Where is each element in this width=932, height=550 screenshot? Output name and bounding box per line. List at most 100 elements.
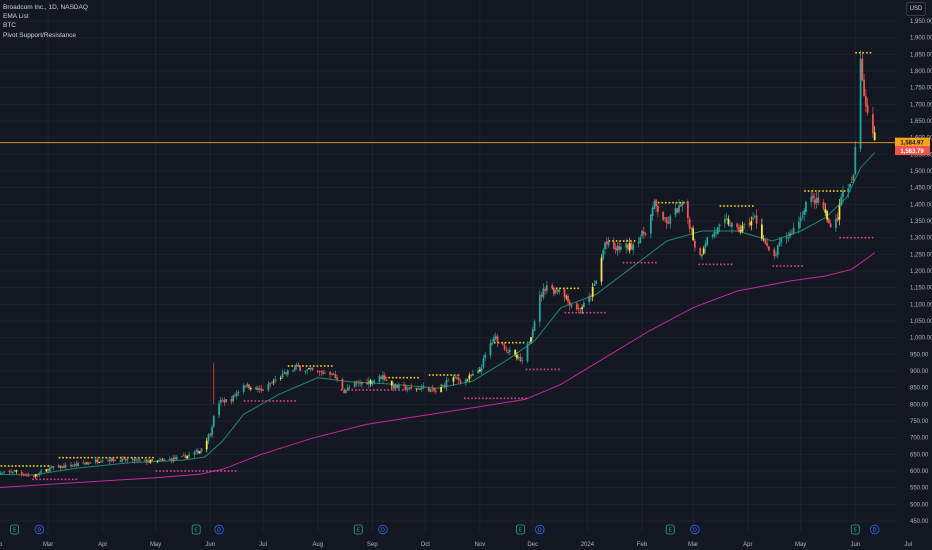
dividend-icon xyxy=(214,524,224,535)
candle-body xyxy=(101,460,104,462)
price-tick-label: 1,450.00 xyxy=(910,186,932,192)
candle-body xyxy=(186,455,189,459)
earnings-event-marker[interactable]: E xyxy=(10,524,20,535)
pivot-level-dot xyxy=(608,240,611,242)
pivot-level-dot xyxy=(861,236,863,239)
candle-body xyxy=(531,329,534,338)
pivot-level-dot xyxy=(439,374,442,376)
pivot-level-dot xyxy=(593,311,595,314)
earnings-event-marker[interactable]: E xyxy=(353,524,363,535)
pivot-level-dot xyxy=(130,456,133,459)
pivot-level-dot xyxy=(772,265,775,267)
dividend-event-marker[interactable]: D xyxy=(690,524,700,535)
dividend-event-marker[interactable]: D xyxy=(34,524,44,535)
pivot-level-dot xyxy=(276,400,278,402)
pivot-level-dot xyxy=(101,456,104,459)
pivot-level-dot xyxy=(362,389,364,391)
candle-body xyxy=(701,254,703,257)
pivot-level-dot xyxy=(376,389,379,391)
candle-body xyxy=(75,463,78,466)
pivot-level-dot xyxy=(510,397,513,400)
candle-body xyxy=(267,383,270,390)
candle-body xyxy=(570,304,573,307)
pivot-level-dot xyxy=(471,397,473,400)
candle-body xyxy=(297,365,300,367)
pivot-level-dot xyxy=(858,51,861,54)
candle-body xyxy=(223,399,226,403)
symbol-title[interactable]: Broadcom Inc., 1D, NASDAQ xyxy=(3,4,88,11)
dividend-event-marker[interactable]: D xyxy=(378,524,388,535)
candle-body xyxy=(667,222,670,224)
candle-body xyxy=(516,354,518,359)
pivot-level-dot xyxy=(698,263,701,266)
pivot-level-dot xyxy=(832,190,835,192)
pivot-level-dot xyxy=(804,190,806,192)
candle-body xyxy=(174,457,176,460)
pivot-level-dot xyxy=(413,376,416,379)
candle-body xyxy=(329,372,331,375)
candle-body xyxy=(517,357,520,358)
pivot-level-dot xyxy=(558,368,560,371)
pivot-level-dot xyxy=(287,365,290,367)
pivot-level-dot xyxy=(575,311,577,314)
pivot-level-dot xyxy=(355,389,357,391)
pivot-level-dot xyxy=(323,365,326,367)
candle-body xyxy=(711,235,714,237)
pivot-level-dot xyxy=(373,389,375,391)
candle-body xyxy=(718,224,721,227)
candle-body xyxy=(558,289,561,292)
candle-body xyxy=(514,349,517,355)
candle-body xyxy=(642,231,645,234)
candle-body xyxy=(655,199,658,207)
dividend-event-marker[interactable]: D xyxy=(214,524,224,535)
pivot-level-dot xyxy=(619,240,621,242)
indicator-pivot-support-resistance[interactable]: Pivot Support/Resistance xyxy=(3,31,76,39)
pivot-level-dot xyxy=(564,311,567,314)
price-axis[interactable]: 450.00 500.00 550.00 600.00 650.00 700.00 750.… xyxy=(898,0,932,550)
currency-button[interactable]: USD xyxy=(906,2,926,16)
candle-body xyxy=(10,471,12,473)
pivot-level-dot xyxy=(573,287,576,290)
earnings-event-marker[interactable]: E xyxy=(516,524,525,535)
pivot-level-dot xyxy=(568,311,570,314)
candle-body xyxy=(40,471,42,473)
candle-body xyxy=(269,383,272,385)
dividend-event-marker[interactable]: D xyxy=(869,524,880,535)
candle-body xyxy=(824,209,827,213)
pivot-level-dot xyxy=(127,456,129,459)
pivot-level-dot xyxy=(305,365,308,367)
candle-body xyxy=(256,387,259,390)
indicator-ema-list[interactable]: EMA List xyxy=(3,13,29,21)
candle-body xyxy=(801,215,804,217)
candle-body xyxy=(456,377,458,379)
pivot-level-dot xyxy=(18,465,21,467)
chart-legend[interactable]: Broadcom Inc., 1D, NASDAQ EMA List BTC P… xyxy=(3,3,88,40)
dividend-event-marker[interactable]: D xyxy=(535,524,545,535)
candle-body xyxy=(195,450,198,452)
indicator-btc[interactable]: BTC xyxy=(3,22,16,30)
price-tick-label: 450.00 xyxy=(910,519,929,525)
candle-body xyxy=(107,459,109,461)
moving-average-line xyxy=(0,252,875,489)
pivot-level-dot xyxy=(550,368,553,371)
earnings-event-marker[interactable]: E xyxy=(665,524,675,535)
candle-body xyxy=(353,382,356,387)
candle-body xyxy=(854,146,857,175)
candle-body xyxy=(144,459,146,461)
time-tick-label: May xyxy=(795,542,806,548)
earnings-event-marker[interactable]: E xyxy=(191,524,201,535)
candle-body xyxy=(755,215,758,224)
earnings-event-marker[interactable]: E xyxy=(850,524,860,535)
candle-body xyxy=(644,233,647,235)
candle-body xyxy=(842,190,844,198)
candle-body xyxy=(530,337,532,342)
pivot-level-dot xyxy=(11,465,13,467)
candle-body xyxy=(686,201,689,218)
candle-body xyxy=(445,380,448,388)
event-label: D xyxy=(37,528,41,534)
candle-body xyxy=(780,238,783,243)
candle-body xyxy=(334,374,337,379)
candle-body xyxy=(94,459,97,463)
time-axis[interactable]: Feb Mar Apr May Jun Jul Aug Sep Oct Nov Dec 2024 Feb… xyxy=(0,536,912,550)
